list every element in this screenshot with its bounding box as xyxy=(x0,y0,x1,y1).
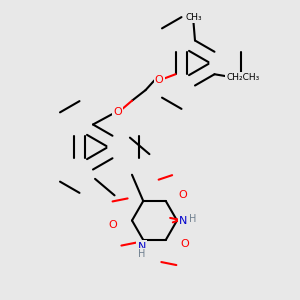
Text: O: O xyxy=(108,220,117,230)
Text: N: N xyxy=(138,242,146,252)
Text: H: H xyxy=(138,249,146,260)
Text: O: O xyxy=(113,107,122,117)
Text: CH₃: CH₃ xyxy=(185,14,202,22)
Text: N: N xyxy=(179,215,187,226)
Text: O: O xyxy=(154,75,164,85)
Text: O: O xyxy=(181,239,189,249)
Text: O: O xyxy=(178,190,187,200)
Text: H: H xyxy=(189,214,196,224)
Text: CH₂CH₃: CH₂CH₃ xyxy=(226,73,260,82)
